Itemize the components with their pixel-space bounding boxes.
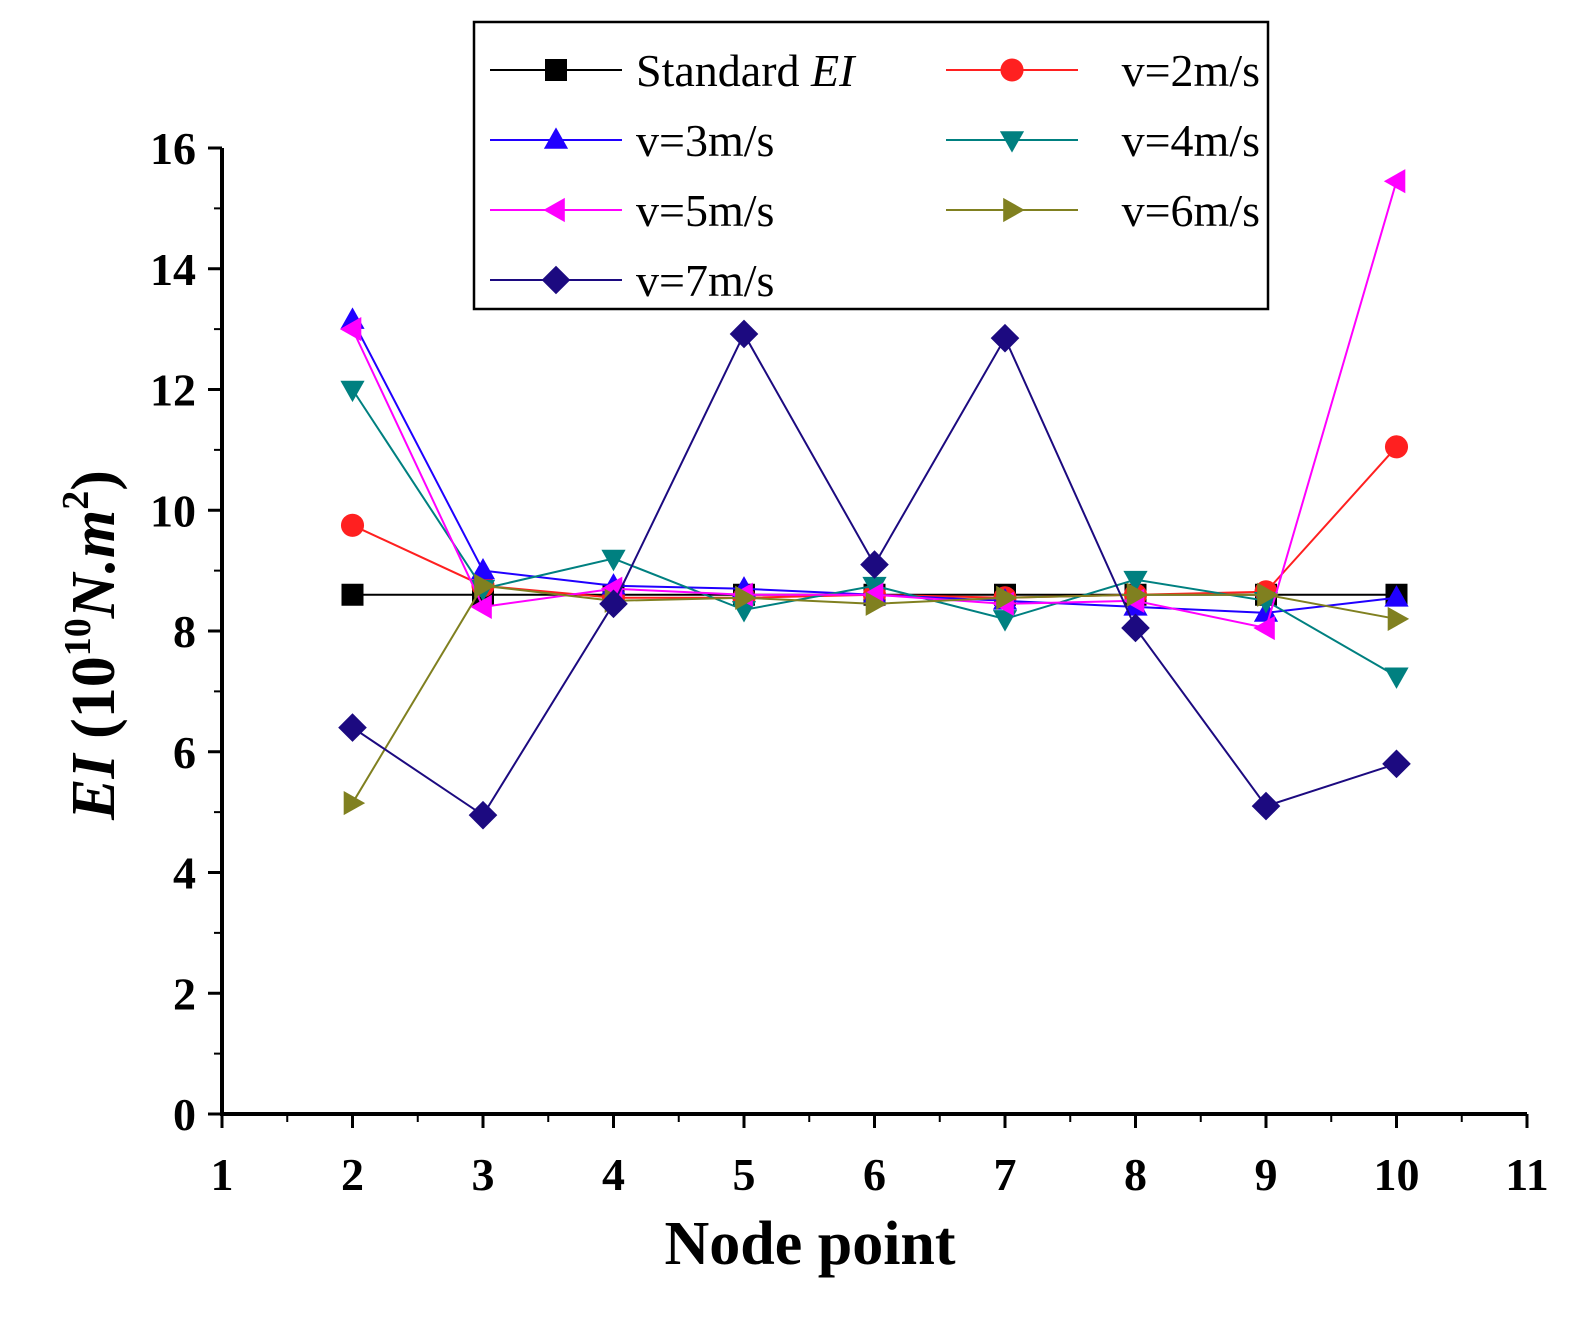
- y-axis-title-unit: N.: [60, 558, 128, 619]
- data-point: [1387, 606, 1410, 632]
- x-tick-label: 5: [733, 1149, 756, 1200]
- data-point: [860, 550, 889, 579]
- legend-marker: [541, 265, 571, 295]
- y-axis-title-square: 2: [55, 491, 97, 510]
- legend-item: Standard EI: [490, 45, 857, 96]
- data-point: [470, 594, 492, 619]
- data-point: [599, 589, 628, 619]
- data-point: [1123, 570, 1148, 593]
- data-point: [865, 591, 888, 616]
- y-tick-label: 6: [173, 727, 196, 778]
- data-point: [339, 317, 362, 342]
- x-axis-title: Node point: [664, 1210, 955, 1278]
- legend-marker: [543, 197, 565, 223]
- legend-box: [472, 20, 1270, 311]
- data-point: [1251, 791, 1281, 821]
- y-tick-label: 10: [150, 485, 196, 536]
- series-5: [343, 573, 1410, 816]
- data-point: [1384, 435, 1409, 459]
- x-tick-label: 6: [863, 1149, 886, 1200]
- x-tick-label: 8: [1124, 1149, 1147, 1200]
- y-tick-label: 14: [150, 244, 196, 295]
- series-layer: [338, 169, 1411, 830]
- legend-item: v=2m/s: [946, 45, 1260, 96]
- legend-marker: [543, 127, 569, 149]
- legend-item: v=5m/s: [490, 185, 774, 236]
- legend-label: v=5m/s: [636, 185, 774, 236]
- legend-label: Standard EI: [636, 45, 857, 96]
- legend-marker: [1000, 58, 1024, 82]
- legend-item: v=7m/s: [490, 255, 774, 306]
- y-tick-label: 8: [173, 606, 196, 657]
- y-axis-title: EI (1010N.m2): [55, 470, 128, 821]
- data-point: [1126, 582, 1149, 607]
- data-point: [474, 573, 496, 598]
- x-tick-label: 7: [994, 1149, 1017, 1200]
- legend-item: v=3m/s: [490, 115, 774, 166]
- legend-item: v=6m/s: [946, 185, 1260, 236]
- data-point: [470, 557, 496, 580]
- data-point: [343, 790, 366, 816]
- legend-label: v=7m/s: [636, 255, 774, 306]
- y-tick-label: 0: [173, 1089, 196, 1140]
- legend-marker: [545, 59, 567, 81]
- x-tick-label: 3: [472, 1149, 495, 1200]
- x-tick-label: 10: [1374, 1149, 1420, 1200]
- series-line: [351, 388, 1398, 678]
- data-point: [1382, 749, 1411, 779]
- legend-label: v=6m/s: [1122, 185, 1260, 236]
- data-point: [990, 323, 1020, 353]
- data-point: [1384, 667, 1409, 689]
- data-point: [601, 549, 626, 572]
- data-point: [735, 585, 757, 610]
- data-point: [340, 513, 365, 537]
- legend-label: v=3m/s: [636, 115, 774, 166]
- y-tick-label: 16: [150, 123, 196, 174]
- data-point: [1253, 615, 1275, 641]
- data-point: [1121, 613, 1150, 643]
- data-point: [1384, 585, 1409, 607]
- data-point: [341, 583, 364, 606]
- data-point: [340, 380, 365, 403]
- y-tick-label: 2: [173, 968, 196, 1019]
- legend-marker: [1003, 197, 1025, 223]
- data-point: [338, 713, 367, 742]
- y-axis-title-exponent: 10: [57, 618, 99, 656]
- data-point: [1257, 582, 1279, 607]
- legend-label: v=4m/s: [1122, 115, 1260, 166]
- legend-item: v=4m/s: [946, 115, 1260, 166]
- x-tick-label: 1: [211, 1149, 234, 1200]
- data-point: [1383, 169, 1406, 194]
- legend-marker: [999, 131, 1025, 153]
- x-tick-label: 4: [602, 1149, 625, 1200]
- x-tick-label: 2: [341, 1149, 364, 1200]
- legend-label: v=2m/s: [1122, 45, 1260, 96]
- y-axis-title-unit-m: m: [60, 510, 128, 558]
- x-tick-label: 9: [1255, 1149, 1278, 1200]
- legend: Standard EI v=2m/s v=3m/s v=4m/s v=5m/s v=6m/…: [472, 20, 1270, 311]
- y-tick-label: 4: [173, 848, 196, 899]
- data-point: [992, 610, 1018, 632]
- y-tick-label: 12: [150, 365, 196, 416]
- data-point: [996, 585, 1018, 610]
- series-3: [340, 380, 1409, 689]
- x-tick-label: 11: [1505, 1149, 1548, 1200]
- data-point: [729, 319, 759, 349]
- y-axis-title-open: (10: [60, 656, 128, 754]
- series-6: [338, 319, 1411, 830]
- y-axis-title-close: ): [60, 470, 128, 491]
- data-point: [468, 800, 498, 830]
- y-axis-title-symbol: EI: [60, 753, 128, 821]
